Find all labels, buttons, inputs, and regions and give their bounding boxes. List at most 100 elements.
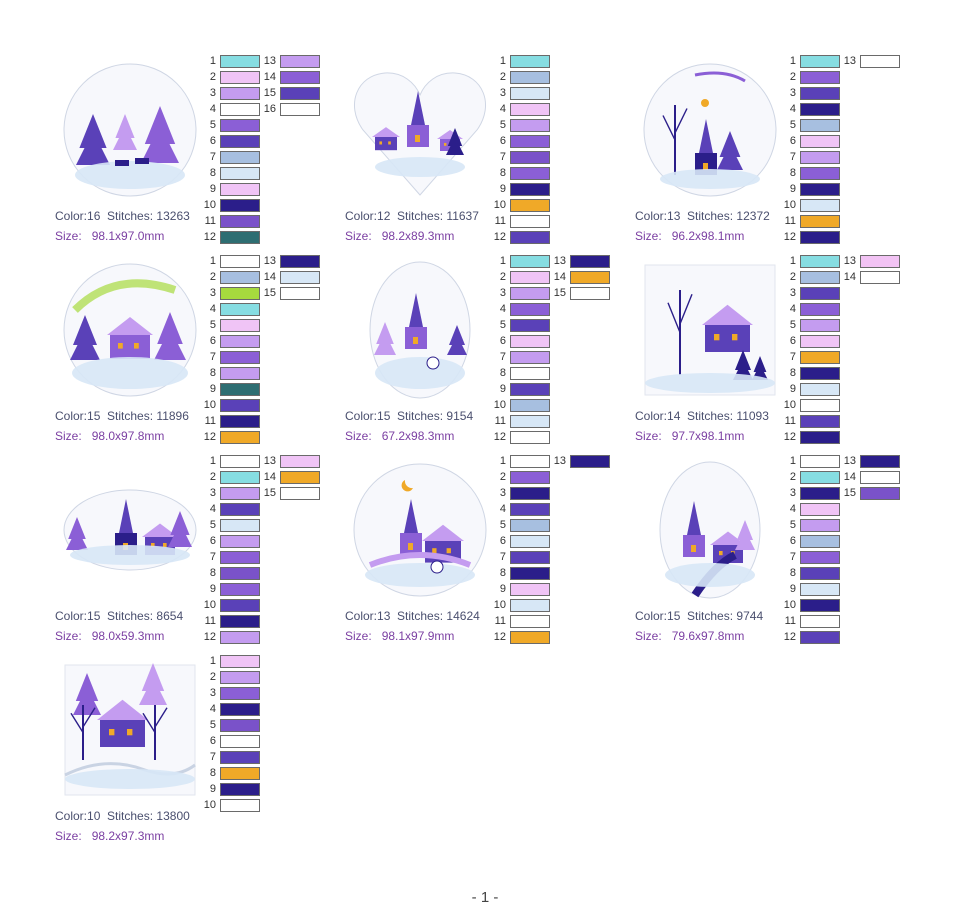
color-swatch-item: 12	[780, 231, 842, 244]
color-swatch	[510, 183, 550, 196]
swatch-number: 2	[209, 71, 216, 83]
color-swatch	[220, 487, 260, 500]
color-swatch-item: 13	[840, 255, 902, 268]
color-swatch-item: 5	[780, 519, 842, 532]
color-swatch-item: 7	[200, 751, 262, 764]
design-info: Color:16 Stitches: 13263 Size: 98.1x97.0m…	[55, 206, 190, 246]
color-swatch-item: 6	[780, 335, 842, 348]
swatch-number: 6	[209, 535, 216, 547]
swatch-number: 11	[494, 615, 506, 627]
stitches-label: Stitches:	[107, 209, 154, 223]
swatch-number: 2	[789, 471, 796, 483]
color-swatch	[220, 215, 260, 228]
color-label: Color:	[55, 609, 88, 623]
swatch-number: 15	[553, 287, 566, 299]
color-count: 13	[377, 609, 391, 623]
swatch-number: 4	[499, 103, 506, 115]
color-swatch-item: 8	[200, 367, 262, 380]
color-swatch-item: 13	[260, 55, 322, 68]
color-label: Color:	[55, 409, 88, 423]
color-swatch	[800, 583, 840, 596]
color-count: 15	[667, 609, 681, 623]
color-swatch-item: 5	[780, 319, 842, 332]
color-swatch-item: 16	[260, 103, 322, 116]
color-swatch	[510, 199, 550, 212]
swatch-number: 7	[499, 551, 506, 563]
color-swatch-item: 2	[200, 671, 262, 684]
stitch-count: 14624	[446, 609, 480, 623]
color-swatch	[280, 455, 320, 468]
color-swatch-item: 3	[200, 87, 262, 100]
swatch-number: 12	[493, 431, 506, 443]
color-count: 16	[87, 209, 101, 223]
swatch-number: 14	[263, 471, 276, 483]
color-label: Color:	[635, 209, 668, 223]
color-swatch	[510, 583, 550, 596]
swatch-number: 10	[493, 399, 506, 411]
color-count: 13	[667, 209, 681, 223]
swatch-number: 14	[553, 271, 566, 283]
color-swatch-item: 3	[490, 487, 552, 500]
swatch-number: 5	[789, 119, 796, 131]
size-label: Size:	[635, 629, 662, 643]
design-size: 79.6x97.8mm	[671, 629, 745, 643]
color-swatch-item: 12	[490, 631, 552, 644]
color-swatch-item: 10	[200, 399, 262, 412]
design-card: Color:15 Stitches: 8654 Size: 98.0x59.3mm…	[55, 455, 345, 655]
swatch-number: 6	[789, 535, 796, 547]
color-swatch	[220, 415, 260, 428]
swatch-number: 10	[203, 599, 216, 611]
color-swatch-item: 8	[200, 167, 262, 180]
swatch-number: 11	[784, 215, 796, 227]
stitch-count: 12372	[736, 209, 770, 223]
color-swatch	[220, 671, 260, 684]
swatch-number: 11	[494, 215, 506, 227]
design-card: Color:13 Stitches: 14624 Size: 98.1x97.9m…	[345, 455, 635, 655]
color-swatch-item: 6	[780, 535, 842, 548]
stitch-count: 13263	[156, 209, 190, 223]
swatch-number: 7	[209, 751, 216, 763]
color-swatch-item: 2	[780, 71, 842, 84]
swatch-number: 4	[789, 503, 796, 515]
swatch-number: 5	[209, 119, 216, 131]
swatch-number: 7	[789, 351, 796, 363]
color-count: 15	[87, 409, 101, 423]
color-swatch	[280, 55, 320, 68]
swatch-number: 8	[209, 367, 216, 379]
swatch-number: 12	[783, 231, 796, 243]
color-swatch	[800, 71, 840, 84]
size-label: Size:	[635, 429, 662, 443]
design-info: Color:13 Stitches: 12372 Size: 96.2x98.1m…	[635, 206, 770, 246]
color-swatch-item: 3	[780, 287, 842, 300]
color-swatch	[510, 135, 550, 148]
stitch-count: 9744	[736, 609, 764, 623]
design-card: Color:15 Stitches: 9154 Size: 67.2x98.3mm…	[345, 255, 635, 455]
color-swatch	[220, 799, 260, 812]
swatch-number: 6	[209, 135, 216, 147]
swatch-number: 3	[789, 487, 796, 499]
size-label: Size:	[55, 429, 82, 443]
color-swatch-item: 3	[200, 287, 262, 300]
color-swatch-item: 14	[260, 271, 322, 284]
swatch-number: 10	[783, 599, 796, 611]
size-label: Size:	[55, 629, 82, 643]
color-swatch	[510, 631, 550, 644]
color-swatch-item: 4	[200, 303, 262, 316]
stitch-count: 8654	[156, 609, 184, 623]
design-info: Color:15 Stitches: 9154 Size: 67.2x98.3mm	[345, 406, 473, 446]
color-swatch	[800, 55, 840, 68]
color-swatch-item: 2	[780, 271, 842, 284]
color-swatch-item: 7	[200, 351, 262, 364]
swatch-number: 9	[789, 583, 796, 595]
swatch-number: 9	[789, 183, 796, 195]
swatch-number: 3	[789, 287, 796, 299]
color-swatch	[800, 135, 840, 148]
color-swatch	[220, 319, 260, 332]
stitches-label: Stitches:	[687, 409, 734, 423]
design-info: Color:15 Stitches: 9744 Size: 79.6x97.8mm	[635, 606, 763, 646]
swatch-number: 12	[493, 231, 506, 243]
swatch-number: 4	[209, 303, 216, 315]
size-label: Size:	[345, 629, 372, 643]
design-size: 98.1x97.9mm	[381, 629, 455, 643]
stitch-count: 11637	[446, 209, 479, 223]
